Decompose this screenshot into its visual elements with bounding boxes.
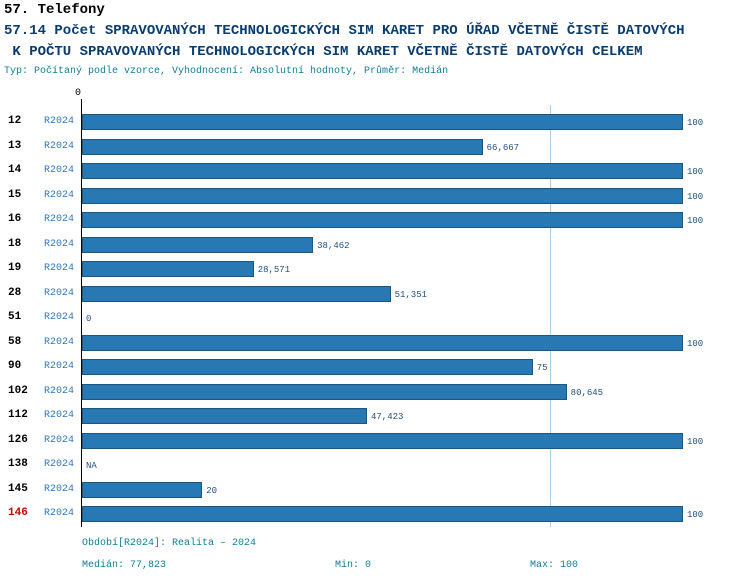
chart-row: 58 R2024 100	[0, 331, 750, 356]
footer-max: Max: 100	[530, 560, 579, 571]
bar-value-label: 100	[687, 191, 704, 202]
row-id-label: 12	[8, 115, 22, 127]
row-period-label: R2024	[44, 165, 75, 176]
chart-title-line2: K POČTU SPRAVOVANÝCH TECHNOLOGICKÝCH SIM…	[4, 44, 643, 60]
chart-row: 19 R2024 28,571	[0, 257, 750, 282]
bar	[82, 187, 683, 204]
bar-value-label: 100	[687, 167, 704, 177]
bar	[82, 138, 483, 155]
row-period-label: R2024	[44, 140, 75, 152]
chart-row: 16 R2024 100	[0, 208, 750, 233]
bar-value-label: 75	[536, 363, 548, 373]
bar-value-label: 38,462	[317, 240, 350, 251]
row-period-label: R2024	[44, 189, 75, 201]
bar-value-label: 51,351	[394, 289, 428, 300]
row-period-label: R2024	[44, 214, 75, 225]
bar	[82, 261, 254, 277]
plot-area: 12 R2024 100 13 R2024 66,667 14 R2024 10…	[0, 110, 750, 527]
row-period-label: R2024	[44, 312, 75, 323]
bar-value-label: 100	[687, 118, 704, 128]
row-id-label: 15	[8, 188, 22, 201]
chart-title-line1: 57.14 Počet SPRAVOVANÝCH TECHNOLOGICKÝCH…	[4, 23, 685, 39]
chart-row: 15 R2024 100	[0, 184, 750, 209]
chart-row: 102 R2024 80,645	[0, 380, 750, 405]
row-period-label: R2024	[44, 336, 75, 348]
row-id-label: 13	[8, 139, 22, 152]
row-period-label: R2024	[44, 263, 75, 274]
row-period-label: R2024	[44, 287, 75, 299]
chart-row: 90 R2024 75	[0, 355, 750, 380]
row-period-label: R2024	[44, 238, 75, 250]
bar-value-label: 66,667	[486, 142, 520, 153]
bar-value-label: 80,645	[570, 387, 604, 398]
chart-row: 12 R2024 100	[0, 110, 750, 135]
row-period-label: R2024	[44, 385, 75, 397]
section-title: 57. Telefony	[4, 2, 105, 18]
bar-value-label: 28,571	[257, 265, 291, 275]
row-period-label: R2024	[44, 434, 75, 446]
row-id-label: 28	[8, 286, 22, 299]
category-axis-line	[81, 105, 82, 527]
footer-min: Min: 0	[335, 560, 372, 571]
footer-median: Medián: 77,823	[82, 560, 167, 571]
row-id-label: 58	[8, 335, 22, 348]
bar-value-label: 20	[206, 485, 217, 496]
row-id-label: 19	[8, 262, 22, 274]
bar-value-label: 100	[687, 436, 704, 447]
row-id-label: 112	[8, 409, 28, 421]
row-id-label: 146	[8, 507, 28, 519]
median-gridline	[550, 105, 551, 527]
bar-value-label: NA	[86, 461, 97, 471]
chart-row: 28 R2024 51,351	[0, 282, 750, 307]
row-id-label: 90	[8, 360, 22, 372]
chart-meta-line: Typ: Počítaný podle vzorce, Vyhodnocení:…	[4, 66, 449, 77]
row-id-label: 145	[8, 482, 28, 495]
bar-value-label: 100	[687, 338, 704, 349]
bar	[82, 432, 683, 449]
row-id-label: 102	[8, 384, 28, 397]
bar-value-label: 0	[86, 314, 92, 324]
bar	[82, 383, 567, 400]
bar	[82, 163, 683, 179]
row-id-label: 16	[8, 213, 22, 225]
value-axis-tick	[81, 99, 82, 105]
bar	[82, 334, 683, 351]
chart-row: 112 R2024 47,423	[0, 404, 750, 429]
row-period-label: R2024	[44, 483, 75, 495]
bar	[82, 285, 391, 302]
row-id-label: 51	[8, 311, 22, 323]
bar-value-label: 100	[687, 510, 704, 520]
chart-row: 146 R2024 100	[0, 502, 750, 527]
row-id-label: 126	[8, 433, 28, 446]
chart-row: 51 R2024 0	[0, 306, 750, 331]
bar	[82, 506, 683, 522]
chart-row: 126 R2024 100	[0, 429, 750, 454]
row-period-label: R2024	[44, 361, 75, 372]
row-period-label: R2024	[44, 410, 75, 421]
bar	[82, 481, 203, 498]
bar	[82, 114, 683, 130]
footer-period: Období[R2024]: Realita – 2024	[82, 538, 257, 549]
row-id-label: 18	[8, 237, 22, 250]
chart-row: 14 R2024 100	[0, 159, 750, 184]
row-id-label: 138	[8, 458, 28, 470]
chart-row: 145 R2024 20	[0, 478, 750, 503]
value-axis-origin-label: 0	[75, 88, 82, 99]
bar	[82, 359, 533, 375]
chart-row: 138 R2024 NA	[0, 453, 750, 478]
bar-value-label: 100	[687, 216, 704, 226]
row-id-label: 14	[8, 164, 22, 176]
row-period-label: R2024	[44, 508, 75, 519]
row-period-label: R2024	[44, 116, 75, 127]
chart-row: 13 R2024 66,667	[0, 135, 750, 160]
bar	[82, 408, 367, 424]
row-period-label: R2024	[44, 459, 75, 470]
bar	[82, 212, 683, 228]
chart-row: 18 R2024 38,462	[0, 233, 750, 258]
bar	[82, 236, 314, 253]
bar-value-label: 47,423	[371, 412, 404, 422]
